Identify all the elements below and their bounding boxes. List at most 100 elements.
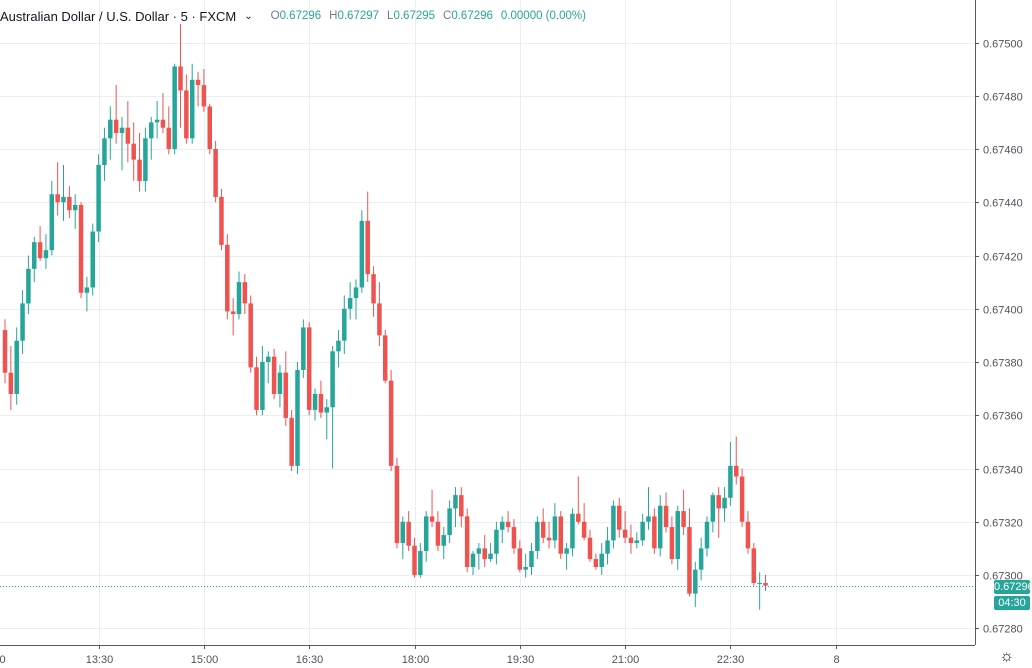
candle <box>634 532 640 549</box>
candle-body <box>230 311 236 315</box>
candle-body <box>365 220 370 275</box>
candle <box>131 122 136 181</box>
candle-body <box>108 119 113 139</box>
candle-body <box>248 303 253 368</box>
candle <box>289 409 294 472</box>
candle <box>739 468 745 528</box>
candle-body <box>529 551 534 568</box>
candle-body <box>271 356 277 394</box>
candle-body <box>84 287 90 293</box>
symbol-title[interactable]: Australian Dollar / U.S. Dollar · 5 · FX… <box>0 8 237 24</box>
candle-body <box>43 250 49 259</box>
candle <box>652 508 657 554</box>
candle <box>149 117 154 160</box>
candle <box>271 348 277 400</box>
candle-body <box>160 119 166 128</box>
candle <box>576 476 581 525</box>
x-tick-label: 22:30 <box>717 654 745 666</box>
candle <box>412 537 417 578</box>
candle <box>388 369 394 472</box>
candle <box>593 553 599 570</box>
candle-body <box>166 127 172 149</box>
candle-body <box>72 204 78 211</box>
legend-header: Australian Dollar / U.S. Dollar · 5 · FX… <box>0 6 586 26</box>
candle-body <box>189 79 195 139</box>
candle <box>377 282 382 347</box>
candle-body <box>154 119 160 123</box>
candle <box>418 543 423 578</box>
candle-body <box>423 516 429 552</box>
candle <box>611 500 616 549</box>
candle <box>166 106 172 155</box>
candle <box>400 516 406 560</box>
gear-icon[interactable]: ☼ <box>999 648 1014 665</box>
candle <box>342 295 347 355</box>
candle-body <box>540 521 546 538</box>
candle <box>108 106 113 160</box>
candle <box>488 543 493 562</box>
candle-body <box>336 340 341 352</box>
price-change: 0.00000 (0.00%) <box>500 10 586 22</box>
candle-body <box>14 340 19 394</box>
candle-body <box>2 330 8 373</box>
candle <box>494 521 499 565</box>
chevron-down-icon[interactable]: ⌄ <box>244 10 253 22</box>
candle <box>8 346 14 410</box>
candle <box>61 164 66 221</box>
candle <box>540 508 546 544</box>
x-tick-label: 15:00 <box>191 654 219 666</box>
candle <box>423 511 429 562</box>
candle-body <box>745 521 751 549</box>
candle-body <box>470 553 476 568</box>
candle-body <box>757 582 762 584</box>
candle-body <box>429 516 435 522</box>
candle <box>681 489 686 536</box>
candle-body <box>324 407 329 413</box>
candle-body <box>494 529 499 554</box>
candle-body <box>482 548 487 560</box>
candle <box>675 505 680 570</box>
ohlc-close: C0.67296 <box>443 10 493 22</box>
candle-body <box>435 521 441 546</box>
candle <box>371 266 376 317</box>
candle <box>254 356 259 416</box>
candle-body <box>652 516 657 549</box>
candle-body <box>459 495 464 517</box>
candle-body <box>225 244 230 312</box>
candle-body <box>675 511 680 560</box>
x-tick-label: 18:00 <box>402 654 430 666</box>
candle-body <box>570 513 575 549</box>
candle-body <box>599 553 604 568</box>
candle-body <box>581 521 587 538</box>
candle-body <box>371 274 376 304</box>
candle-body <box>131 143 136 160</box>
y-tick-label: 0.67340 <box>983 465 1023 477</box>
candle-body <box>464 516 470 568</box>
candle-body <box>400 521 406 544</box>
candle <box>669 516 675 565</box>
y-tick-label: 0.67480 <box>983 92 1023 104</box>
candle-body <box>213 149 218 197</box>
candle <box>517 540 523 573</box>
candle <box>646 487 651 530</box>
candle-body <box>172 66 177 149</box>
candle-body <box>295 369 300 466</box>
candle-body <box>266 356 271 362</box>
y-tick-label: 0.67400 <box>983 305 1023 317</box>
candle <box>306 322 312 416</box>
price-axis[interactable]: 0.672800.673000.673200.673400.673600.673… <box>975 39 1023 636</box>
candle <box>429 489 435 528</box>
candle-body <box>32 242 37 269</box>
y-tick-label: 0.67440 <box>983 198 1023 210</box>
candle <box>219 188 224 251</box>
candle <box>617 497 622 538</box>
candle <box>447 500 452 544</box>
candle <box>470 551 476 575</box>
x-tick-label: 00 <box>0 654 6 666</box>
candle <box>406 511 411 552</box>
candle-body <box>617 505 622 530</box>
candle-body <box>137 159 142 181</box>
time-axis[interactable]: 00 13:30 15:00 16:30 18:00 19:30 21:00 22:30 8 <box>0 645 840 666</box>
y-tick-label: 0.67380 <box>983 358 1023 370</box>
